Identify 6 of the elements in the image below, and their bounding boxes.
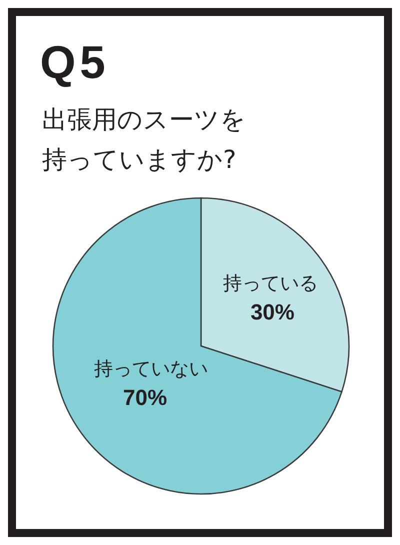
data-label: 30% [250,300,294,325]
chart-title: Q5 [40,36,110,88]
slice-label: 持っていない [94,358,208,380]
data-label: 70% [123,385,168,410]
slice-label: 持っている [222,272,318,295]
chart-subtitle: 出張用のスーツを持っていますか? [42,104,247,176]
